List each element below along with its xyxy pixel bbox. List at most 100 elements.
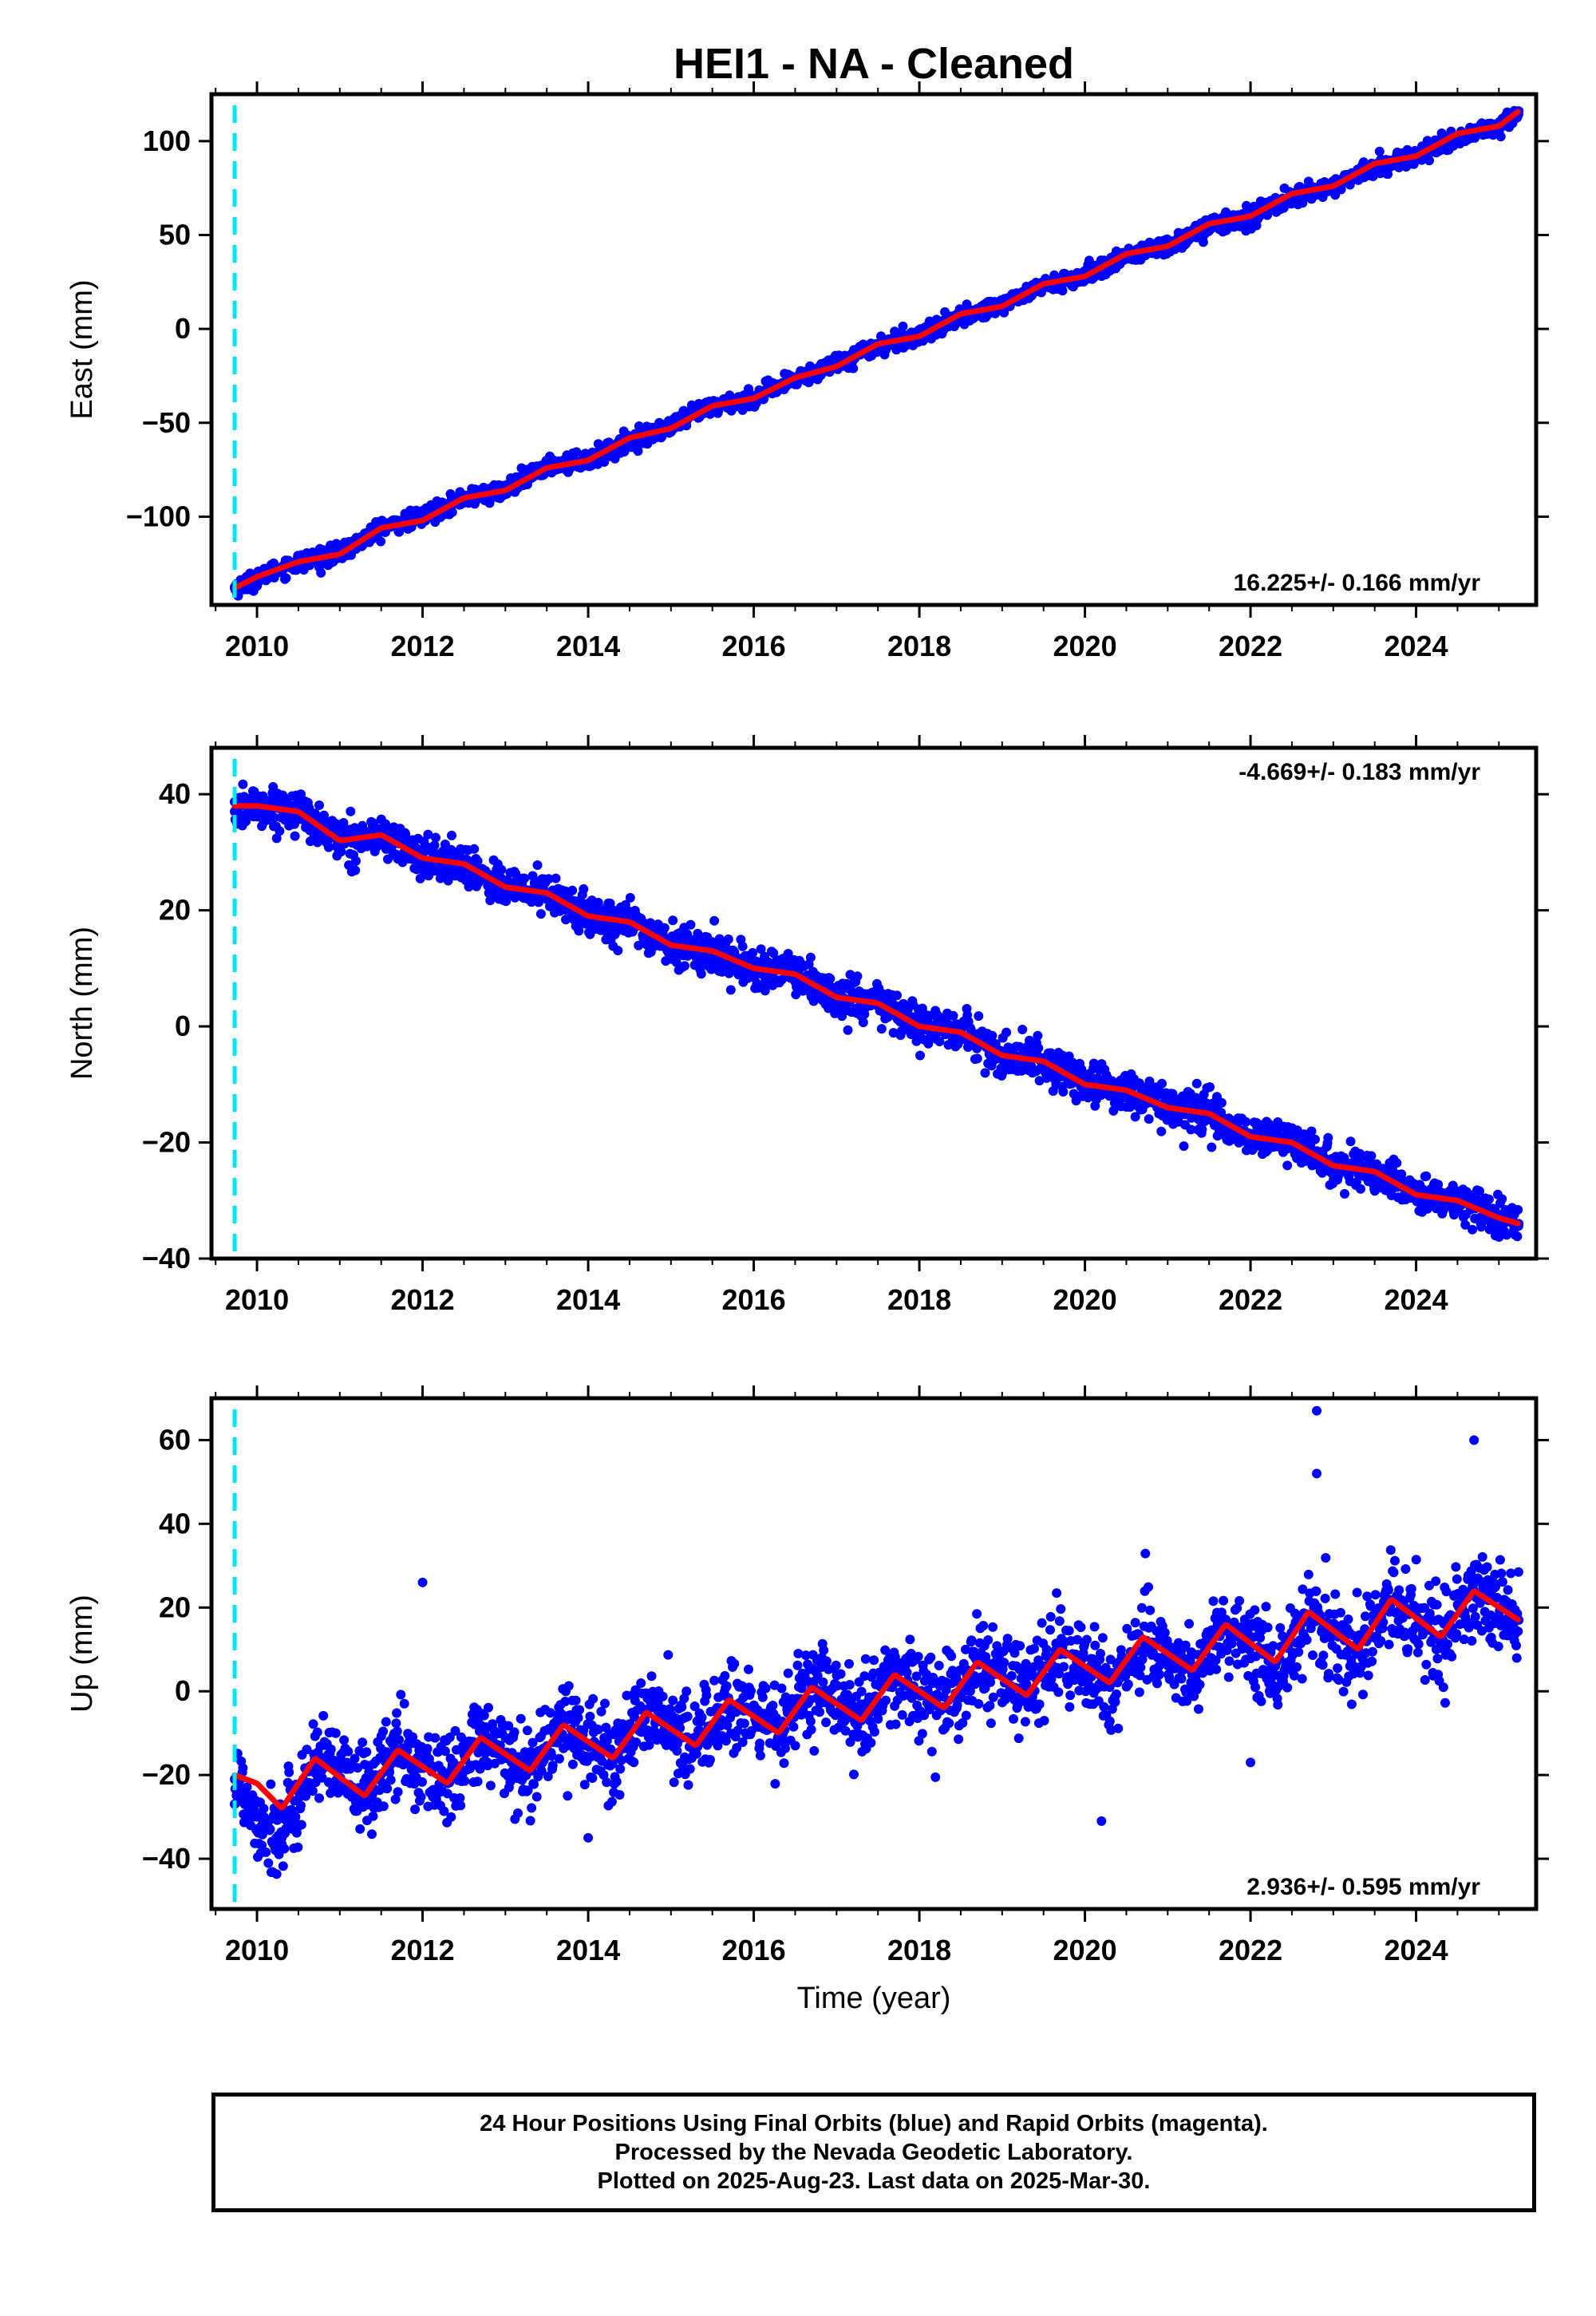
data-point bbox=[915, 1050, 925, 1061]
data-point bbox=[633, 446, 643, 456]
data-point bbox=[408, 1732, 418, 1742]
data-point bbox=[392, 1708, 402, 1718]
data-point bbox=[396, 1690, 406, 1700]
data-point bbox=[1336, 184, 1346, 195]
x-tick-label: 2010 bbox=[225, 1283, 289, 1316]
plot-area-north bbox=[230, 779, 1524, 1242]
data-point bbox=[737, 941, 748, 951]
data-point bbox=[496, 864, 507, 875]
data-point bbox=[579, 884, 589, 894]
x-tick-label: 2016 bbox=[722, 630, 786, 662]
data-point bbox=[284, 1767, 294, 1777]
data-point bbox=[326, 1744, 336, 1754]
model-curve-east bbox=[231, 109, 1521, 591]
data-point bbox=[385, 1767, 395, 1777]
data-point bbox=[1197, 1124, 1207, 1135]
data-point bbox=[318, 1710, 329, 1721]
data-point bbox=[501, 896, 512, 907]
data-point bbox=[510, 892, 520, 903]
data-point bbox=[892, 990, 902, 1001]
data-point bbox=[416, 1792, 426, 1802]
data-point bbox=[314, 1793, 324, 1804]
data-point bbox=[464, 882, 474, 892]
data-point bbox=[852, 971, 863, 982]
y-axis-title-east: East (mm) bbox=[65, 279, 99, 419]
data-point bbox=[748, 947, 758, 958]
chart-title: HEI1 - NA - Cleaned bbox=[674, 40, 1074, 88]
data-point bbox=[551, 873, 561, 883]
data-point bbox=[1156, 1126, 1167, 1136]
data-point bbox=[350, 1753, 360, 1764]
data-point bbox=[791, 990, 801, 1000]
data-point bbox=[338, 818, 349, 828]
x-tick-label: 2012 bbox=[391, 1283, 455, 1316]
data-point bbox=[659, 923, 670, 933]
data-point bbox=[1144, 1114, 1154, 1124]
data-point bbox=[261, 1847, 271, 1857]
x-tick-label: 2022 bbox=[1219, 630, 1282, 662]
data-point bbox=[353, 1763, 363, 1773]
data-point bbox=[1205, 1082, 1215, 1093]
data-point bbox=[1282, 1160, 1293, 1171]
x-tick-label: 2022 bbox=[1219, 1283, 1282, 1316]
data-point bbox=[1374, 146, 1385, 156]
data-point bbox=[532, 860, 543, 870]
data-point bbox=[625, 892, 635, 903]
data-point bbox=[1392, 1158, 1402, 1168]
x-tick-label: 2014 bbox=[556, 630, 620, 662]
x-tick-label: 2014 bbox=[556, 1283, 620, 1316]
data-point bbox=[574, 926, 584, 936]
data-point bbox=[1017, 1025, 1028, 1034]
data-point bbox=[446, 1812, 456, 1822]
data-point bbox=[447, 830, 456, 840]
data-point bbox=[316, 567, 326, 578]
x-tick-label: 2024 bbox=[1385, 630, 1448, 662]
data-point bbox=[1157, 1078, 1167, 1089]
data-point bbox=[308, 1719, 318, 1729]
data-point bbox=[696, 969, 706, 979]
data-point bbox=[394, 1735, 405, 1745]
x-tick-label: 2012 bbox=[391, 630, 455, 662]
data-point bbox=[1306, 1126, 1317, 1136]
data-point bbox=[378, 1726, 389, 1737]
data-point-key bbox=[230, 807, 240, 816]
data-point bbox=[1424, 156, 1434, 166]
data-point bbox=[858, 1018, 868, 1028]
data-point bbox=[843, 1025, 853, 1035]
data-point bbox=[417, 1777, 427, 1787]
data-point bbox=[1340, 1188, 1349, 1199]
data-point bbox=[998, 1069, 1007, 1079]
data-point bbox=[350, 865, 361, 875]
data-point bbox=[1460, 1219, 1471, 1230]
data-point bbox=[917, 1003, 927, 1014]
data-point bbox=[266, 1779, 276, 1789]
data-point bbox=[312, 1727, 322, 1737]
data-point bbox=[685, 919, 696, 930]
data-point bbox=[605, 899, 615, 908]
data-point bbox=[281, 573, 291, 583]
data-point bbox=[265, 1824, 275, 1835]
data-point bbox=[1468, 1224, 1478, 1235]
data-point bbox=[1323, 1132, 1333, 1143]
data-point bbox=[948, 1010, 958, 1021]
data-point bbox=[725, 985, 736, 995]
data-point bbox=[423, 829, 433, 840]
data-point bbox=[444, 1732, 455, 1742]
data-point bbox=[296, 789, 306, 800]
data-point bbox=[974, 1011, 984, 1022]
data-point bbox=[323, 842, 334, 852]
data-point bbox=[447, 507, 457, 517]
x-tick-label: 2020 bbox=[1053, 1283, 1117, 1316]
data-point bbox=[1383, 169, 1393, 180]
data-point bbox=[296, 1800, 306, 1811]
data-point bbox=[876, 1024, 887, 1034]
data-point bbox=[472, 856, 483, 866]
y-tick-label: 0 bbox=[175, 1010, 191, 1042]
data-point bbox=[367, 1829, 377, 1840]
data-point bbox=[898, 321, 908, 331]
y-tick-label: 50 bbox=[159, 218, 191, 251]
data-points-east bbox=[230, 105, 1523, 601]
data-point bbox=[361, 1747, 372, 1757]
data-point bbox=[339, 1735, 350, 1745]
data-point bbox=[293, 1842, 303, 1852]
